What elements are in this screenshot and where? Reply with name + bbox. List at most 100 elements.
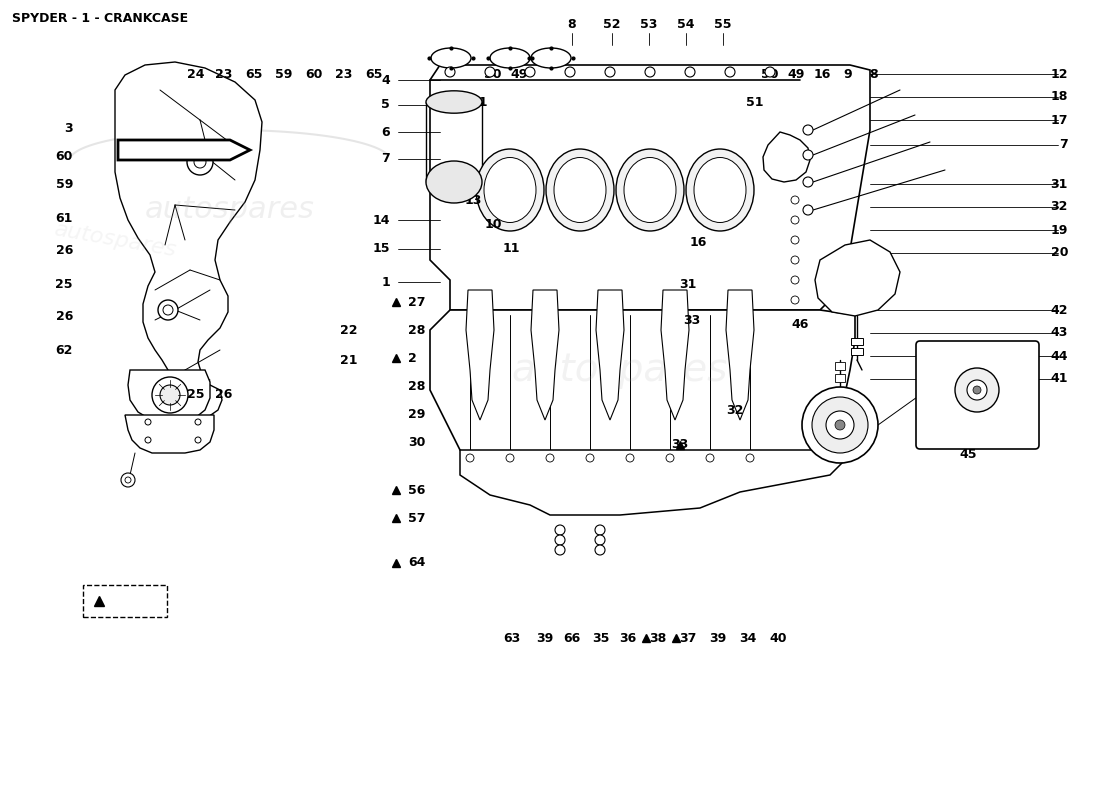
Bar xyxy=(835,362,845,370)
Text: 53: 53 xyxy=(640,18,658,31)
Text: 4: 4 xyxy=(382,74,390,86)
Text: 31: 31 xyxy=(1050,178,1068,190)
Text: USA-CDN: USA-CDN xyxy=(943,427,993,437)
Text: 26: 26 xyxy=(216,389,233,402)
Text: 61: 61 xyxy=(56,211,73,225)
Text: 32: 32 xyxy=(1050,201,1068,214)
Polygon shape xyxy=(815,240,900,316)
Circle shape xyxy=(506,454,514,462)
Circle shape xyxy=(152,377,188,413)
Polygon shape xyxy=(430,310,855,480)
Text: 36: 36 xyxy=(619,631,637,645)
Polygon shape xyxy=(661,290,689,420)
Text: 32: 32 xyxy=(726,403,744,417)
Text: 5: 5 xyxy=(382,98,390,111)
Text: 56: 56 xyxy=(408,483,426,497)
Circle shape xyxy=(835,420,845,430)
Ellipse shape xyxy=(546,149,614,231)
Circle shape xyxy=(791,276,799,284)
Circle shape xyxy=(706,454,714,462)
Text: 40: 40 xyxy=(769,631,786,645)
Polygon shape xyxy=(430,65,870,310)
Text: 46: 46 xyxy=(791,318,808,330)
Circle shape xyxy=(595,535,605,545)
Text: 50: 50 xyxy=(484,67,502,81)
Text: 15: 15 xyxy=(373,242,390,255)
Text: 33: 33 xyxy=(683,314,701,326)
Text: autospares: autospares xyxy=(512,351,728,389)
Ellipse shape xyxy=(531,48,571,68)
Ellipse shape xyxy=(426,90,482,114)
Circle shape xyxy=(160,385,180,405)
Circle shape xyxy=(974,386,981,394)
Text: 26: 26 xyxy=(56,245,73,258)
Circle shape xyxy=(586,454,594,462)
Text: 34: 34 xyxy=(739,631,757,645)
Circle shape xyxy=(525,67,535,77)
Text: 65: 65 xyxy=(365,69,383,82)
Circle shape xyxy=(187,149,213,175)
Ellipse shape xyxy=(686,149,754,231)
Circle shape xyxy=(764,67,776,77)
Polygon shape xyxy=(726,290,754,420)
Circle shape xyxy=(685,67,695,77)
Circle shape xyxy=(595,545,605,555)
Text: 19: 19 xyxy=(1050,223,1068,237)
Text: 59: 59 xyxy=(56,178,73,191)
Circle shape xyxy=(803,125,813,135)
Text: 66: 66 xyxy=(563,631,581,645)
Text: 7: 7 xyxy=(1059,138,1068,151)
Ellipse shape xyxy=(484,158,536,222)
Polygon shape xyxy=(466,290,494,420)
Circle shape xyxy=(466,454,474,462)
Circle shape xyxy=(826,411,854,439)
Text: 25: 25 xyxy=(187,389,205,402)
Text: 55: 55 xyxy=(714,18,732,31)
Text: 28: 28 xyxy=(408,379,426,393)
Text: 16: 16 xyxy=(813,67,830,81)
Text: 39: 39 xyxy=(537,631,553,645)
Text: 23: 23 xyxy=(336,69,353,82)
Circle shape xyxy=(803,177,813,187)
Polygon shape xyxy=(596,290,624,420)
Text: 57: 57 xyxy=(408,511,426,525)
Text: 43: 43 xyxy=(1050,326,1068,339)
Text: 13: 13 xyxy=(464,194,482,206)
Text: 20: 20 xyxy=(1050,246,1068,259)
Circle shape xyxy=(145,419,151,425)
Text: 48: 48 xyxy=(826,429,844,442)
Circle shape xyxy=(546,454,554,462)
FancyBboxPatch shape xyxy=(82,585,167,617)
Circle shape xyxy=(163,305,173,315)
Circle shape xyxy=(791,236,799,244)
Circle shape xyxy=(145,437,151,443)
Text: 60: 60 xyxy=(306,69,322,82)
Text: 31: 31 xyxy=(680,278,696,290)
Circle shape xyxy=(121,473,135,487)
Circle shape xyxy=(125,477,131,483)
Text: 16: 16 xyxy=(690,235,706,249)
Text: 2: 2 xyxy=(408,351,417,365)
Text: 6: 6 xyxy=(382,126,390,138)
Circle shape xyxy=(194,156,206,168)
Ellipse shape xyxy=(431,48,471,68)
Circle shape xyxy=(556,525,565,535)
Circle shape xyxy=(803,150,813,160)
Circle shape xyxy=(485,67,495,77)
Text: 8: 8 xyxy=(870,67,878,81)
Circle shape xyxy=(595,525,605,535)
Text: 50: 50 xyxy=(761,67,779,81)
Polygon shape xyxy=(116,62,262,420)
Text: 49: 49 xyxy=(510,67,528,81)
Text: 59: 59 xyxy=(275,69,293,82)
Circle shape xyxy=(556,535,565,545)
Text: 54: 54 xyxy=(678,18,695,31)
Bar xyxy=(851,348,864,355)
Ellipse shape xyxy=(490,48,530,68)
Ellipse shape xyxy=(426,161,482,203)
Text: 30: 30 xyxy=(408,435,426,449)
Text: 65: 65 xyxy=(245,69,263,82)
Circle shape xyxy=(803,205,813,215)
Text: 28: 28 xyxy=(408,323,426,337)
Text: 41: 41 xyxy=(1050,373,1068,386)
